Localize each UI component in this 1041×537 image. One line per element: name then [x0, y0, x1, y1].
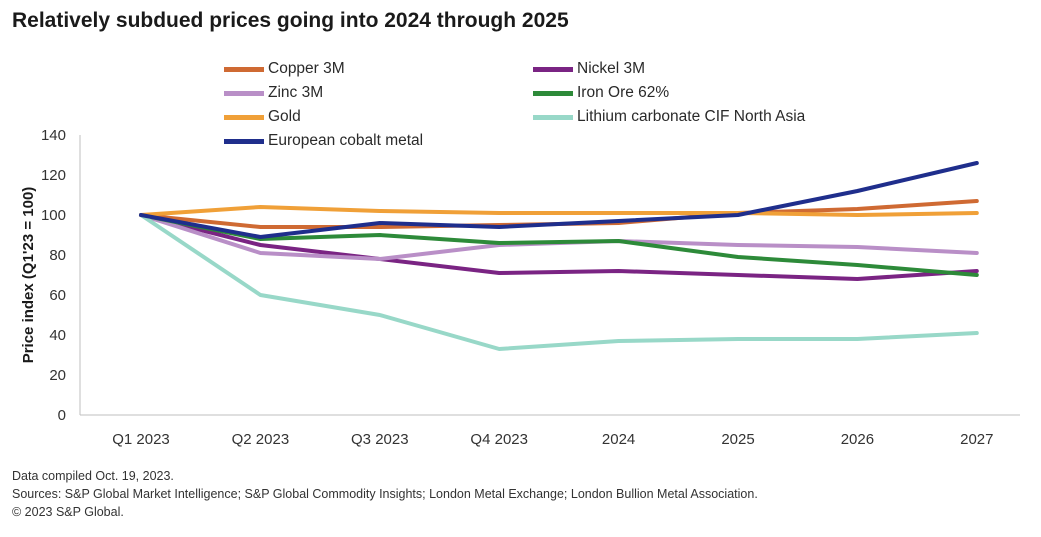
footer-date: Data compiled Oct. 19, 2023. — [12, 469, 174, 483]
legend-label: Copper 3M — [268, 60, 345, 77]
x-tick-label: Q4 2023 — [470, 431, 528, 448]
legend-item-lithium: Lithium carbonate CIF North Asia — [533, 108, 805, 126]
x-tick-label: 2027 — [960, 431, 993, 448]
y-tick-label: 60 — [49, 287, 66, 304]
legend-item-iron-ore: Iron Ore 62% — [533, 84, 669, 102]
legend-item-gold: Gold — [224, 108, 301, 126]
series-line-nickel-3m — [139, 213, 979, 281]
footer-sources: Sources: S&P Global Market Intelligence;… — [12, 487, 758, 501]
legend-label: Iron Ore 62% — [577, 84, 670, 101]
y-tick-label: 140 — [41, 127, 66, 144]
legend-swatch-gold — [224, 114, 264, 120]
chart-title: Relatively subdued prices going into 202… — [12, 9, 569, 32]
legend-label: Lithium carbonate CIF North Asia — [577, 108, 806, 125]
x-tick-label: Q2 2023 — [232, 431, 290, 448]
x-tick-label: 2025 — [721, 431, 754, 448]
legend-item-cobalt: European cobalt metal — [224, 132, 423, 150]
legend-item-zinc: Zinc 3M — [224, 84, 323, 102]
legend-swatch-nickel — [533, 66, 573, 72]
legend-swatch-copper — [224, 66, 264, 72]
y-tick-label: 100 — [41, 207, 66, 224]
y-tick-label: 80 — [49, 247, 66, 264]
legend-swatch-iron-ore — [533, 90, 573, 96]
footer-copyright: © 2023 S&P Global. — [12, 505, 124, 519]
legend-label: European cobalt metal — [268, 132, 424, 149]
legend-swatch-cobalt — [224, 138, 264, 144]
y-axis-label: Price index (Q1'23 = 100) — [20, 187, 37, 364]
legend-label: Zinc 3M — [268, 84, 324, 101]
x-tick-label: Q3 2023 — [351, 431, 409, 448]
series-line-gold — [139, 205, 979, 217]
series-line-iron-ore-62 — [139, 213, 979, 277]
y-tick-label: 20 — [49, 367, 66, 384]
y-tick-label: 120 — [41, 167, 66, 184]
x-tick-label: 2026 — [841, 431, 874, 448]
y-tick-label: 0 — [58, 407, 66, 424]
legend-item-copper: Copper 3M — [224, 60, 345, 78]
x-tick-label: 2024 — [602, 431, 635, 448]
x-tick-label: Q1 2023 — [112, 431, 170, 448]
series-line-european-cobalt-metal — [139, 161, 979, 239]
legend-swatch-lithium — [533, 114, 573, 120]
series-line-lithium-carbonate-cif-north-asia — [139, 213, 979, 351]
legend-label: Gold — [268, 108, 301, 125]
legend-item-nickel: Nickel 3M — [533, 60, 645, 78]
y-tick-label: 40 — [49, 327, 66, 344]
legend-label: Nickel 3M — [577, 60, 646, 77]
legend-swatch-zinc — [224, 90, 264, 96]
